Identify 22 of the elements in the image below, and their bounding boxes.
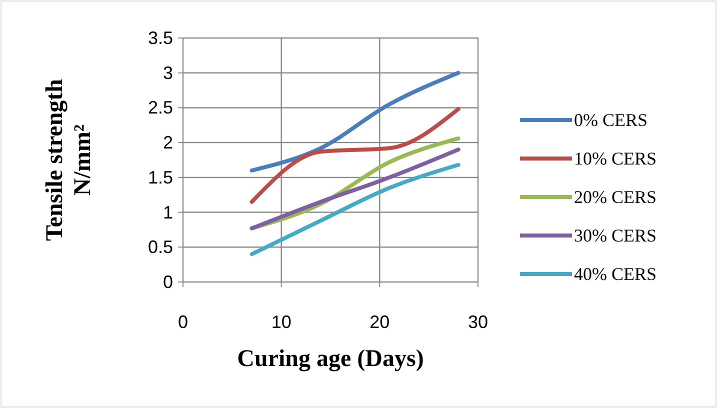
legend-label: 0% CERS <box>574 110 648 130</box>
y-tick-label: 2 <box>162 132 173 153</box>
y-tick-label: 1 <box>162 202 173 222</box>
x-axis-title: Curing age (Days) <box>237 346 424 372</box>
line-series <box>250 70 460 172</box>
x-tick-label: 20 <box>370 312 390 332</box>
x-tick-label: 10 <box>271 312 292 332</box>
legend-label: 20% CERS <box>574 187 657 207</box>
legend-label: 10% CERS <box>574 148 657 168</box>
line-series <box>250 162 460 256</box>
legend-label: 30% CERS <box>574 226 657 246</box>
line-series <box>250 107 460 204</box>
y-tick-label: 0 <box>162 272 173 292</box>
legend-label: 40% CERS <box>574 264 657 284</box>
y-tick-label: 3 <box>162 62 173 83</box>
x-tick-label: 0 <box>178 312 188 332</box>
x-tick-label: 30 <box>468 312 488 332</box>
y-tick-label: 3.5 <box>148 28 173 48</box>
y-tick-label: 1.5 <box>148 167 173 188</box>
y-tick-label: 0.5 <box>148 237 173 258</box>
y-tick-label: 2.5 <box>148 98 173 118</box>
y-axis-title: Tensile strength N/mm² <box>42 78 96 242</box>
